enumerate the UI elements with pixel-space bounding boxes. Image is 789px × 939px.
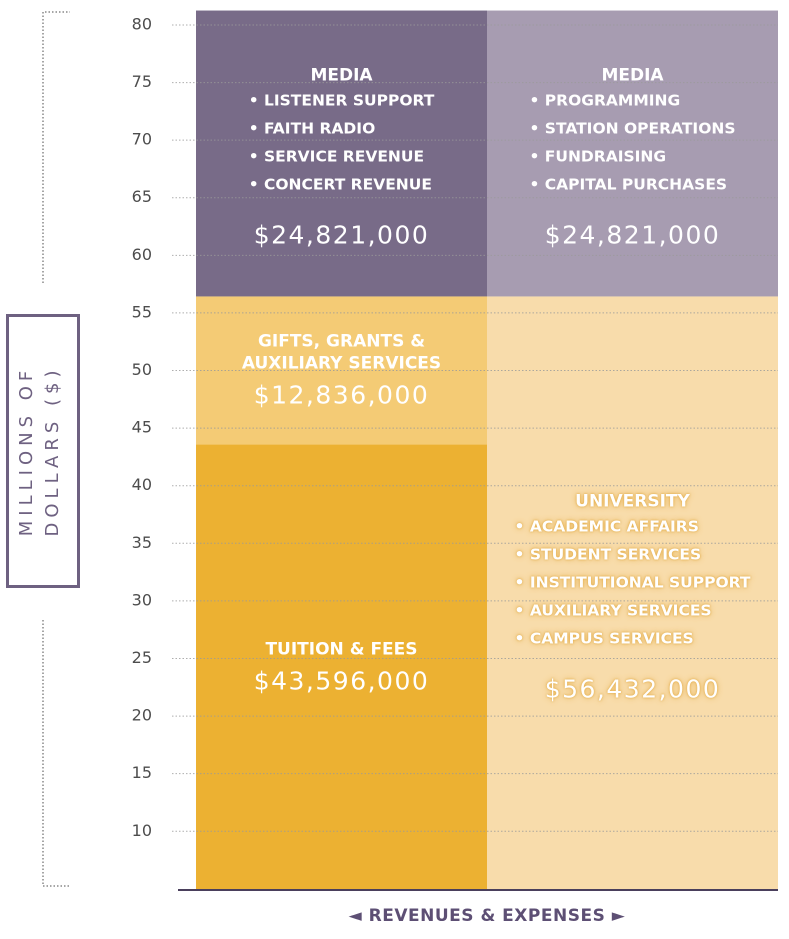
value-label: $43,596,000 [253,666,430,696]
bar-segment [196,444,487,890]
segment-items: • LISTENER SUPPORT • FAITH RADIO • SERVICE… [249,87,435,199]
segment-label: UNIVERSITY • ACADEMIC AFFAIRS • STUDENT SE… [487,491,778,704]
y-tick-label: 15 [132,763,152,782]
segment-label: GIFTS, GRANTS & AUXILIARY SERVICES $12,83… [196,331,487,410]
segment-item: • SERVICE REVENUE [248,147,425,166]
bar-segment [196,10,487,297]
y-axis-decoration [42,11,70,887]
y-tick-label: 25 [132,648,152,667]
y-tick-label: 80 [132,14,152,33]
y-tick-label: 10 [132,821,152,840]
segment-item: • STATION OPERATIONS [529,119,736,138]
segment-item: • CAPITAL PURCHASES [529,175,728,194]
segment-item: • FUNDRAISING [529,147,667,166]
bars [196,10,778,890]
y-tick-label: 20 [132,706,152,725]
segment-item: • INSTITUTIONAL SUPPORT [514,573,751,592]
segment-item: • LISTENER SUPPORT [248,91,435,110]
value-label: $24,821,000 [253,220,430,250]
y-tick-label: 50 [132,360,152,379]
segment-title: MEDIA [310,65,373,86]
y-label-line: MILLIONS OF [16,365,37,537]
segment-label: MEDIA • LISTENER SUPPORT • FAITH RADIO • SE… [196,65,487,250]
bar-segment [487,296,778,890]
segment-item: • AUXILIARY SERVICES [514,601,712,620]
segment-item: • STUDENT SERVICES [514,545,702,564]
y-tick-label: 60 [132,245,152,264]
dotted-bracket [42,11,70,283]
y-tick-label: 45 [132,418,152,437]
y-tick-label: 70 [132,130,152,149]
x-label: ◄ REVENUES & EXPENSES ► [348,906,626,926]
y-label: MILLIONS OF DOLLARS ($) [14,366,66,537]
value-label: $24,821,000 [544,220,721,250]
y-tick-label: 35 [132,533,152,552]
segment-item: • ACADEMIC AFFAIRS [514,517,699,536]
segment-items: • ACADEMIC AFFAIRS • STUDENT SERVICES • IN… [515,513,751,653]
segment-item: • PROGRAMMING [529,91,681,110]
segment-items: • PROGRAMMING • STATION OPERATIONS • FUNDR… [529,87,735,199]
segment-title: TUITION & FEES [265,639,418,660]
segment-title: UNIVERSITY [575,491,690,512]
value-label: $12,836,000 [253,380,430,410]
segment-item: • FAITH RADIO [248,119,376,138]
dotted-bracket [42,620,70,887]
y-label-box [6,314,80,588]
segment-title: GIFTS, GRANTS & AUXILIARY SERVICES [241,331,442,374]
y-tick-label: 40 [132,475,152,494]
y-label-line: DOLLARS ($) [42,365,63,537]
y-tick-label: 65 [132,187,152,206]
y-tick-label: 75 [132,72,152,91]
segment-label: TUITION & FEES $43,596,000 [196,639,487,696]
bar-segment [487,10,778,297]
y-tick-label: 30 [132,590,152,609]
value-label: $56,432,000 [544,674,721,704]
segment-item: • CONCERT REVENUE [248,175,432,194]
segment-item: • CAMPUS SERVICES [514,629,694,648]
y-tick-label: 55 [132,302,152,321]
segment-label: MEDIA • PROGRAMMING • STATION OPERATIONS • … [487,65,778,250]
segment-title: MEDIA [601,65,664,86]
